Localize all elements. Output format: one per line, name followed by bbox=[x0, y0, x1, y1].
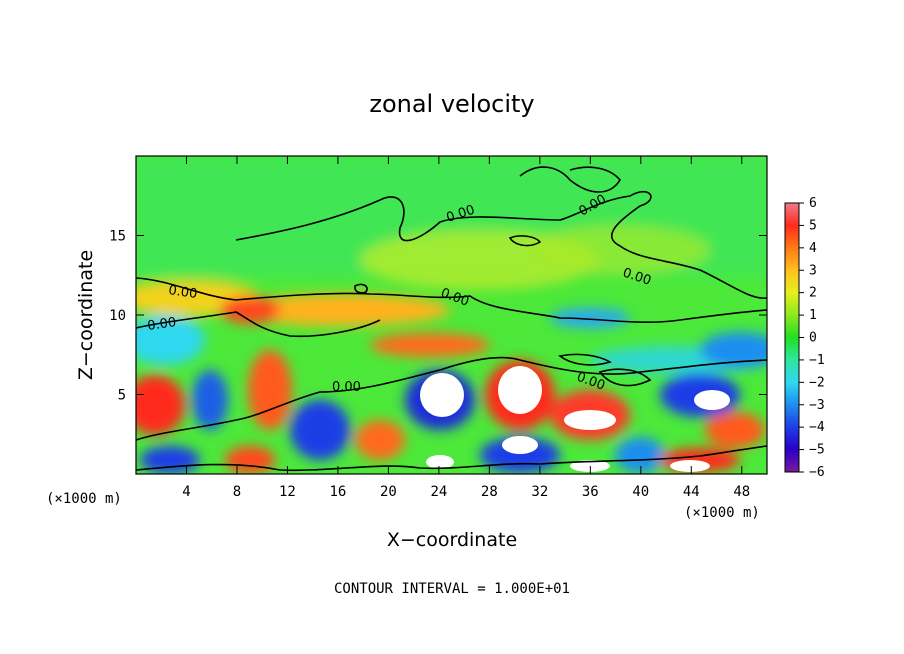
x-tick-label: 4 bbox=[182, 484, 190, 500]
x-axis-tick-labels: 4 8 12 16 20 24 28 32 36 40 44 48 bbox=[182, 484, 750, 500]
contour-label: 0.00 bbox=[332, 380, 361, 395]
colorbar-tick-label: 3 bbox=[809, 263, 817, 278]
colorbar-tick-label: 2 bbox=[809, 286, 817, 301]
colorbar bbox=[784, 202, 800, 473]
x-tick-label: 44 bbox=[683, 484, 700, 500]
x-tick-label: 36 bbox=[582, 484, 599, 500]
contour-interval-note: CONTOUR INTERVAL = 1.000E+01 bbox=[334, 581, 570, 597]
x-unit-right: (×1000 m) bbox=[684, 505, 760, 521]
colorbar-tick-label: −3 bbox=[809, 398, 825, 413]
x-unit-left: (×1000 m) bbox=[46, 491, 122, 507]
x-tick-label: 20 bbox=[380, 484, 397, 500]
colorbar-tick-label: 1 bbox=[809, 308, 817, 323]
y-tick-label: 10 bbox=[109, 308, 126, 324]
y-axis-ticks bbox=[136, 235, 767, 395]
x-tick-label: 16 bbox=[329, 484, 346, 500]
contour-label: 0.00 bbox=[146, 315, 177, 334]
colorbar-tick-label: 0 bbox=[809, 331, 817, 346]
colorbar-ticks: 6 5 4 3 2 1 0 −1 −2 −3 −4 −5 −6 bbox=[799, 196, 825, 480]
x-tick-label: 40 bbox=[632, 484, 649, 500]
chart-title: zonal velocity bbox=[369, 90, 534, 118]
x-tick-label: 8 bbox=[233, 484, 241, 500]
colorbar-tick-label: 4 bbox=[809, 241, 817, 256]
x-tick-label: 32 bbox=[531, 484, 548, 500]
colorbar-tick-label: 5 bbox=[809, 218, 817, 233]
colorbar-tick-label: −2 bbox=[809, 375, 825, 390]
colorbar-tick-label: −1 bbox=[809, 353, 825, 368]
zero-contours bbox=[136, 166, 767, 472]
y-axis-tick-labels: 5 10 15 bbox=[109, 229, 126, 404]
colorbar-tick-label: −6 bbox=[809, 465, 825, 480]
heatmap-field bbox=[136, 156, 767, 474]
y-axis-label: Z−coordinate bbox=[75, 250, 97, 380]
colorbar-tick-label: −5 bbox=[809, 443, 825, 458]
x-axis-label: X−coordinate bbox=[387, 529, 517, 551]
contour-label: 0.00 bbox=[167, 283, 198, 302]
x-axis-ticks bbox=[185, 156, 743, 474]
colorbar-tick-label: 6 bbox=[809, 196, 817, 211]
x-tick-label: 24 bbox=[430, 484, 447, 500]
x-tick-label: 12 bbox=[279, 484, 296, 500]
x-tick-label: 48 bbox=[733, 484, 750, 500]
y-tick-label: 5 bbox=[118, 388, 126, 404]
y-tick-label: 15 bbox=[109, 229, 126, 245]
x-tick-label: 28 bbox=[481, 484, 498, 500]
colorbar-tick-label: −4 bbox=[809, 420, 825, 435]
